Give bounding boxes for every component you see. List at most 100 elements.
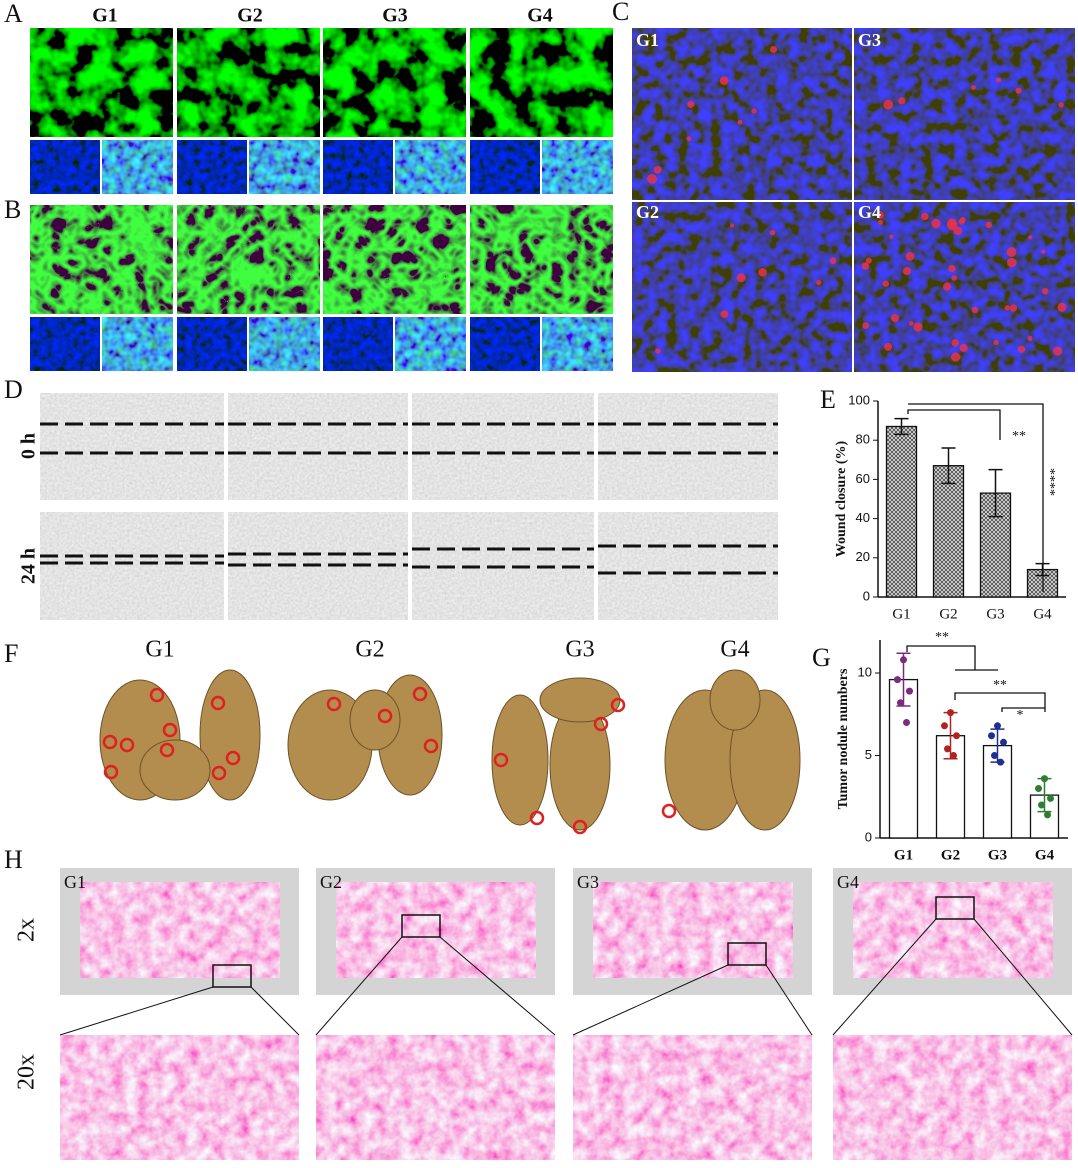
group-label: G3 (382, 5, 408, 27)
image (40, 393, 224, 500)
scratch-images (40, 393, 778, 620)
y-tick-label: 100 (848, 392, 870, 407)
image (30, 140, 100, 194)
image (177, 140, 247, 194)
data-point (997, 758, 1004, 766)
significance: ** (993, 678, 1007, 693)
group-label: G3 (565, 637, 594, 663)
red-spot (687, 100, 695, 109)
significance: **** (1048, 468, 1063, 496)
data-point (1035, 785, 1042, 792)
image (177, 317, 247, 371)
red-spot (862, 322, 870, 329)
panel-label: G (812, 643, 831, 672)
image (60, 1035, 299, 1160)
significance: ** (935, 630, 949, 645)
image (632, 28, 852, 200)
red-spot (883, 99, 894, 110)
zoom-box (401, 914, 441, 938)
red-spot (769, 45, 777, 53)
significance: * (1017, 708, 1024, 723)
red-spot (1004, 305, 1011, 311)
data-point (1041, 775, 1048, 783)
image (598, 393, 778, 500)
group-label: G3 (577, 872, 599, 892)
group-label: G2 (237, 5, 263, 27)
lung-photos (99, 669, 801, 831)
image (102, 140, 173, 194)
image (249, 140, 320, 194)
zoom-line (59, 986, 214, 1036)
significance: ** (1012, 429, 1026, 444)
red-spot (908, 321, 914, 326)
group-label: G1 (145, 637, 174, 663)
red-spot (737, 119, 743, 125)
bracket (906, 645, 1046, 712)
zoom-box (212, 964, 252, 988)
image (323, 317, 393, 371)
zoom-line (832, 918, 937, 1036)
red-spot (1027, 235, 1033, 240)
red-spot (951, 339, 960, 347)
red-spot (958, 218, 965, 225)
y-tick-label: 0 (865, 829, 872, 844)
y-tick-label: 40 (856, 510, 870, 525)
data-point (894, 676, 901, 684)
red-spot (1017, 345, 1026, 353)
red-spot (876, 211, 884, 219)
red-spot (686, 136, 692, 142)
red-spot (882, 280, 890, 287)
red-spot (884, 342, 893, 351)
red-signal (647, 45, 1067, 362)
group-label: G4 (837, 872, 859, 892)
group-label: G3 (858, 30, 881, 50)
data-point (906, 687, 913, 695)
red-spot (931, 218, 941, 229)
zoom-line (315, 936, 403, 1036)
panel-label: E (820, 385, 836, 414)
red-spot (719, 76, 729, 86)
nodule-markers (102, 686, 677, 835)
image (102, 317, 173, 371)
data-point (900, 656, 907, 664)
red-spot (1009, 304, 1018, 312)
bar (885, 425, 918, 598)
tissue (593, 882, 793, 978)
image (323, 28, 466, 137)
red-spot (985, 221, 993, 229)
image (395, 317, 466, 371)
bar (932, 465, 965, 598)
y-tick-label: 5 (865, 747, 872, 762)
red-spot (1058, 102, 1064, 108)
image (470, 28, 613, 137)
red-spot (861, 262, 870, 270)
red-spot (1041, 249, 1046, 254)
red-spot (1041, 287, 1049, 295)
zoom-box (727, 942, 767, 966)
group-label: G1 (92, 5, 118, 27)
image (177, 205, 320, 314)
image (249, 317, 320, 371)
red-spot (959, 343, 968, 352)
red-spot (653, 166, 662, 174)
red-spot (951, 352, 961, 362)
image (177, 28, 320, 137)
red-spot (898, 97, 906, 105)
red-spot (1006, 257, 1017, 268)
image (470, 140, 540, 194)
y-tick-label: 80 (856, 432, 870, 447)
y-tick-label: 0 (863, 588, 870, 603)
zoom-box (935, 896, 975, 920)
group-label: G2 (636, 202, 659, 222)
group-label: G2 (355, 637, 384, 663)
red-spot (993, 339, 999, 346)
x-tick-label: G3 (988, 847, 1007, 863)
data-point (988, 732, 995, 740)
panel-label: H (4, 845, 23, 874)
data-point (944, 745, 951, 753)
image (470, 205, 613, 314)
red-spot (758, 267, 767, 277)
bar (982, 744, 1013, 839)
red-spot (921, 212, 929, 221)
